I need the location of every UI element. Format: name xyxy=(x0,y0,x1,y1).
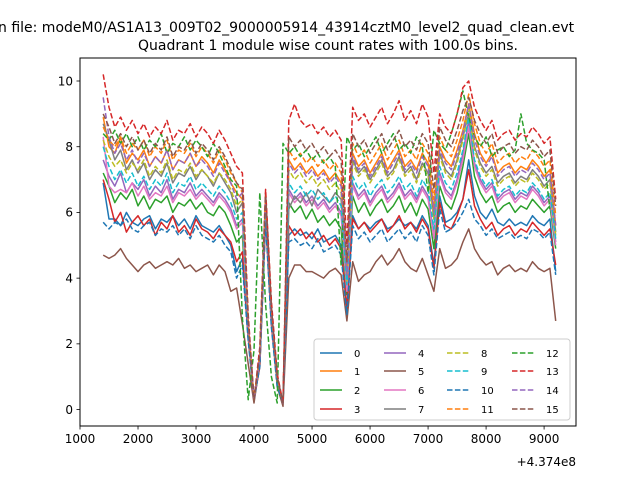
legend-label-8: 8 xyxy=(481,349,487,360)
series-line-1 xyxy=(102,103,557,404)
x-tick-label: 6000 xyxy=(355,432,386,446)
series-line-3 xyxy=(102,168,557,404)
legend-label-6: 6 xyxy=(418,386,424,397)
y-axis-ticks: 0 2 4 6 8 10 xyxy=(58,74,80,417)
legend-label-3: 3 xyxy=(354,405,360,416)
chart-title: Quadrant 1 module wise count rates with … xyxy=(138,38,518,54)
legend-label-5: 5 xyxy=(418,367,424,378)
x-tick-label: 5000 xyxy=(297,432,328,446)
axes-frame xyxy=(79,57,577,427)
legend-label-14: 14 xyxy=(546,386,559,397)
legend-label-7: 7 xyxy=(418,405,424,416)
series-line-15 xyxy=(102,96,557,404)
legend-frame xyxy=(313,338,571,421)
legend-label-11: 11 xyxy=(481,405,494,416)
series-line-11 xyxy=(102,93,557,404)
x-tick-label: 8000 xyxy=(471,432,502,446)
series-line-4 xyxy=(102,119,557,404)
y-tick-label: 2 xyxy=(65,337,73,351)
series-line-7 xyxy=(102,113,557,404)
legend-label-13: 13 xyxy=(546,367,559,378)
x-tick-label: 7000 xyxy=(413,432,444,446)
x-tick-label: 2000 xyxy=(123,432,154,446)
legend-label-10: 10 xyxy=(481,386,494,397)
series-line-12 xyxy=(102,90,551,404)
legend-label-2: 2 xyxy=(354,386,360,397)
figure-suptitle: n file: modeM0/AS1A13_009T02_9000005914_… xyxy=(0,20,575,36)
legend-label-9: 9 xyxy=(481,367,487,378)
series-line-0 xyxy=(102,159,557,404)
x-tick-label: 4000 xyxy=(239,432,270,446)
x-axis-ticks: 1000 2000 3000 4000 5000 6000 7000 8000 9000 xyxy=(65,426,560,446)
legend-label-12: 12 xyxy=(546,349,559,360)
x-tick-label: 9000 xyxy=(529,432,560,446)
series-line-13 xyxy=(102,74,557,404)
legend-label-15: 15 xyxy=(546,405,559,416)
series-layer xyxy=(102,74,557,408)
y-tick-label: 10 xyxy=(58,74,73,88)
series-line-6 xyxy=(102,126,557,404)
series-line-2 xyxy=(102,132,557,404)
legend-label-1: 1 xyxy=(354,367,360,378)
legend-label-4: 4 xyxy=(418,349,424,360)
x-tick-label: 3000 xyxy=(181,432,212,446)
x-tick-label: 1000 xyxy=(65,432,96,446)
series-line-5 xyxy=(102,191,557,408)
series-line-8 xyxy=(102,106,557,404)
series-line-9 xyxy=(102,116,557,404)
y-tick-label: 6 xyxy=(65,206,73,220)
y-tick-label: 0 xyxy=(65,403,73,417)
x-axis-offset-label: +4.374e8 xyxy=(517,455,576,469)
y-tick-label: 4 xyxy=(65,271,73,285)
y-tick-label: 8 xyxy=(65,140,73,154)
series-line-10 xyxy=(102,198,557,404)
legend-label-0: 0 xyxy=(354,349,360,360)
